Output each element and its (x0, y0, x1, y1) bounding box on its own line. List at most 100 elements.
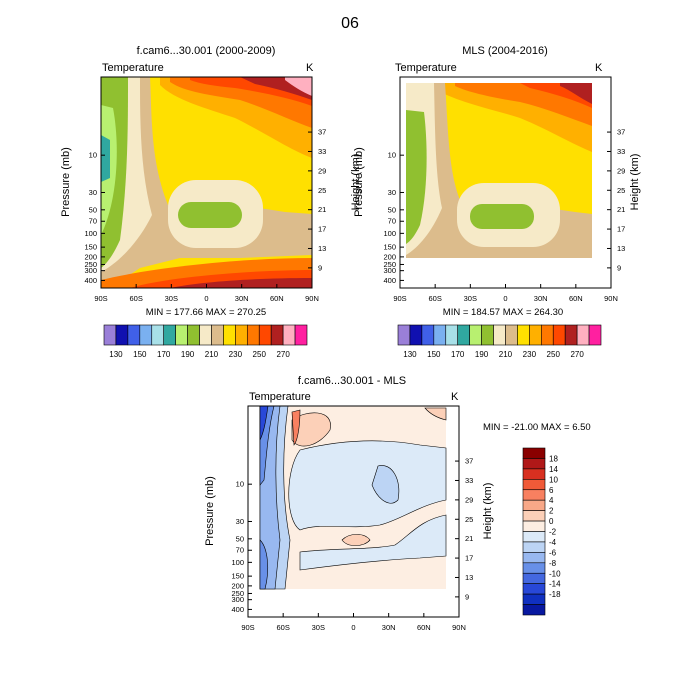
y2-tick-label: 21 (465, 534, 473, 543)
panel-model-axes: 90S 60S 30S 0 30N 60N 90N103050701001502002503… (84, 128, 326, 303)
y2-tick-label: 9 (465, 592, 469, 601)
colorbar-swatch (522, 458, 546, 470)
colorbar-swatch (433, 324, 447, 346)
colorbar-label: 190 (475, 350, 489, 359)
y2-tick-label: 9 (617, 263, 621, 272)
colorbar-label: 250 (547, 350, 561, 359)
panel-model-colorbar: 130 150 170 190 210 230 250 270 (103, 324, 308, 359)
y2-tick-label: 25 (318, 186, 326, 195)
x-tick-label: 60S (276, 623, 289, 632)
colorbar-swatch (522, 510, 546, 522)
colorbar-swatch (457, 324, 470, 346)
y-tick-label: 400 (383, 276, 396, 285)
y-tick-label: 200 (383, 252, 396, 261)
y2-tick-label: 33 (617, 147, 625, 156)
panel-model-field: Temperature (102, 62, 164, 74)
colorbar-swatch (522, 572, 546, 584)
x-tick-label: 60N (270, 294, 284, 303)
colorbar-swatch (103, 324, 117, 346)
colorbar-label: 10 (549, 475, 558, 484)
contour-band (341, 534, 371, 546)
y-tick-label: 250 (383, 260, 396, 269)
panel-model: f.cam6...30.001 (2000-2009) Temperature … (60, 45, 362, 359)
colorbar-label: 270 (276, 350, 290, 359)
colorbar-swatch (127, 324, 141, 346)
contour-band (178, 202, 242, 228)
colorbar-swatch (151, 324, 165, 346)
y-tick-label: 400 (84, 276, 97, 285)
contour-band (424, 407, 447, 421)
panel-diff-units: K (451, 391, 459, 403)
colorbar-label: -8 (549, 559, 557, 568)
panel-mls-contours (400, 77, 611, 288)
colorbar-swatch (522, 562, 546, 574)
colorbar-swatch (576, 324, 590, 346)
panel-mls-ylabel2: Height (km) (629, 154, 641, 211)
y-tick-label: 70 (236, 546, 244, 555)
panel-mls-title: MLS (2004-2016) (462, 45, 548, 57)
colorbar-swatch (522, 520, 546, 532)
y2-tick-label: 37 (617, 128, 625, 137)
y2-tick-label: 21 (318, 205, 326, 214)
y-tick-label: 150 (84, 243, 97, 252)
contour-band (288, 440, 447, 531)
x-tick-label: 0 (503, 294, 507, 303)
colorbar-label: 170 (451, 350, 465, 359)
panel-diff-title: f.cam6...30.001 - MLS (298, 375, 406, 387)
x-tick-label: 90N (305, 294, 319, 303)
colorbar-swatch (522, 593, 546, 605)
panel-mls-colorbar: 130 150 170 190 210 230 250 270 (397, 324, 602, 359)
panel-mls-minmax: MIN = 184.57 MAX = 264.30 (443, 307, 563, 318)
x-tick-label: 30N (235, 294, 249, 303)
y2-tick-label: 33 (465, 476, 473, 485)
colorbar-label: -4 (549, 538, 557, 547)
colorbar-label: 230 (523, 350, 537, 359)
x-tick-label: 90N (452, 623, 466, 632)
colorbar-swatch (522, 489, 546, 501)
x-tick-label: 60N (417, 623, 431, 632)
x-tick-label: 30N (382, 623, 396, 632)
y2-tick-label: 17 (465, 554, 473, 563)
y2-tick-label: 29 (318, 166, 326, 175)
y-tick-label: 300 (231, 595, 244, 604)
panel-model-ylabel2: Height (km) (350, 154, 362, 211)
x-tick-label: 90S (241, 623, 254, 632)
contour-band (406, 110, 427, 244)
x-tick-label: 90S (393, 294, 406, 303)
colorbar-swatch (235, 324, 248, 346)
colorbar-swatch (258, 324, 272, 346)
x-tick-label: 60S (129, 294, 142, 303)
panel-diff-field: Temperature (249, 391, 311, 403)
y2-tick-label: 25 (465, 515, 473, 524)
panel-model-units: K (306, 62, 314, 74)
y-tick-label: 10 (236, 480, 244, 489)
colorbar-swatch (529, 324, 542, 346)
colorbar-swatch (522, 552, 546, 564)
x-tick-label: 0 (351, 623, 355, 632)
colorbar-swatch (522, 479, 546, 491)
colorbar-swatch (522, 531, 546, 543)
colorbar-swatch (421, 324, 435, 346)
contour-band (470, 204, 534, 229)
contour-band (285, 77, 312, 96)
y-tick-label: 10 (388, 151, 396, 160)
y-tick-label: 200 (231, 581, 244, 590)
colorbar-swatch (445, 324, 459, 346)
colorbar-label: 150 (427, 350, 441, 359)
y-tick-label: 70 (89, 217, 97, 226)
x-tick-label: 90S (94, 294, 107, 303)
panel-model-minmax: MIN = 177.66 MAX = 270.25 (146, 307, 266, 318)
y-tick-label: 100 (231, 558, 244, 567)
x-tick-label: 60S (428, 294, 441, 303)
x-tick-label: 30S (312, 623, 325, 632)
colorbar-swatch (505, 324, 518, 346)
panel-model-ylabel: Pressure (mb) (60, 147, 72, 217)
colorbar-swatch (588, 324, 602, 346)
colorbar-label: -6 (549, 548, 557, 557)
colorbar-label: 0 (549, 517, 554, 526)
colorbar-label: 6 (549, 486, 554, 495)
x-tick-label: 30S (165, 294, 178, 303)
panel-mls: MLS (2004-2016) Temperature K 90S 60S 30S 0… (353, 45, 641, 359)
